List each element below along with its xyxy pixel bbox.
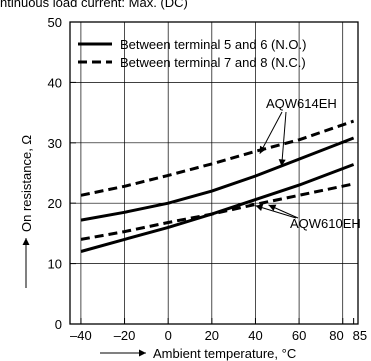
- annotation-leader-1-0: [255, 205, 297, 219]
- y-axis-label: On resistance, Ω: [19, 135, 34, 232]
- annotation-arrowhead-1-0: [255, 204, 264, 211]
- x-tick-label-5: 60: [292, 328, 306, 343]
- x-tick-label-7: 85: [353, 328, 367, 343]
- annotation-leader-0-1: [281, 111, 287, 167]
- y-axis-arrowhead: [22, 238, 30, 245]
- legend-label-solid: Between terminal 5 and 6 (N.O.): [120, 37, 306, 52]
- series-layer: [80, 119, 355, 253]
- x-tick-label-1: –20: [114, 328, 136, 343]
- y-tick-label-0: 0: [55, 317, 62, 332]
- annotation-leader-0-0: [259, 111, 283, 154]
- x-tick-label-6: 80: [329, 328, 343, 343]
- x-tick-label-2: 0: [165, 328, 172, 343]
- annotation-layer: AQW614EH AQW610EH: [255, 96, 361, 231]
- page-title: ntinuous load current: Max. (DC): [0, 0, 188, 10]
- annotation-arrowhead-1-1: [268, 204, 277, 211]
- legend-label-dashed: Between terminal 7 and 8 (N.C.): [120, 55, 306, 70]
- annotation-arrowhead-0-1: [278, 159, 286, 167]
- y-tick-label-1: 10: [48, 257, 62, 272]
- x-axis-arrowhead: [139, 349, 146, 357]
- x-tick-label-0: –40: [70, 328, 92, 343]
- series-line-aqw614eh-dashed: [80, 119, 355, 197]
- series-line-aqw610eh-dashed: [80, 182, 354, 241]
- x-tick-label-3: 20: [205, 328, 219, 343]
- x-axis-label: Ambient temperature, °C: [153, 346, 296, 361]
- x-tick-label-4: 40: [248, 328, 262, 343]
- plot-frame: [69, 21, 359, 325]
- y-tick-label-4: 40: [48, 75, 62, 90]
- legend-layer: Between terminal 5 and 6 (N.O.) Between t…: [78, 37, 306, 70]
- axis-label-layer: Ambient temperature, °C On resistance, Ω: [19, 135, 296, 361]
- annotation-arrowhead-0-0: [259, 145, 267, 154]
- series-line-aqw610eh-solid: [80, 163, 355, 253]
- series-line-aqw614eh-solid: [80, 136, 355, 222]
- y-tick-label-5: 50: [48, 15, 62, 30]
- tick-layer: –40 –20 0 20 40 60 80 85 0 10 20 30 40 50: [48, 15, 368, 343]
- annotation-label-0: AQW614EH: [266, 96, 337, 111]
- grid-layer: [70, 22, 358, 324]
- frame-layer: [69, 21, 359, 325]
- y-tick-label-3: 30: [48, 136, 62, 151]
- annotation-label-1: AQW610EH: [290, 216, 361, 231]
- y-tick-label-2: 20: [48, 196, 62, 211]
